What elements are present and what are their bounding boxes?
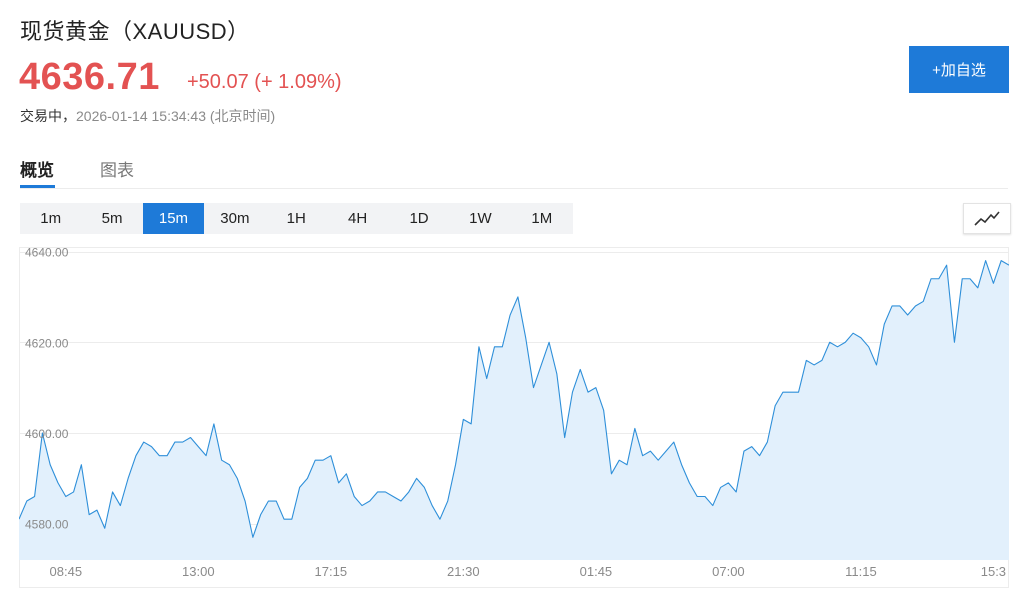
interval-1h-button[interactable]: 1H [286,210,306,227]
y-tick-label: 4620.00 [25,336,69,350]
instrument-title: 现货黄金（XAUUSD） [20,19,250,44]
tab-overview[interactable]: 概览 [20,161,54,180]
y-tick-label: 4600.00 [25,427,69,441]
x-tick-label: 07:00 [712,564,745,579]
line-chart-icon [974,210,1000,226]
price-change: +50.07 (+ 1.09%) [187,71,342,93]
x-tick-label: 13:00 [182,564,215,579]
interval-1d-button[interactable]: 1D [409,210,429,227]
interval-5m-button[interactable]: 5m [101,210,123,227]
price-line [19,260,1009,538]
x-tick-label: 01:45 [580,564,613,579]
active-tab-underline [20,185,55,188]
interval-30m-button[interactable]: 30m [220,210,250,227]
x-tick-label: 21:30 [447,564,480,579]
x-tick-label: 08:45 [50,564,83,579]
y-tick-label: 4640.00 [25,247,69,260]
price-chart[interactable]: 4640.00 4620.00 4600.00 4580.00 08:45 13:00 17… [19,247,1009,588]
interval-1m-button[interactable]: 1M [531,210,553,227]
timestamp: 2026-01-14 15:34:43 (北京时间) [76,108,276,124]
x-tick-label: 15:3 [981,564,1006,579]
interval-1m-button[interactable]: 1m [40,210,62,227]
x-tick-label: 11:15 [845,564,877,579]
current-price: 4636.71 [19,56,160,98]
interval-4h-button[interactable]: 4H [348,210,368,227]
tab-chart[interactable]: 图表 [100,161,134,180]
tab-bar: 概览 图表 [20,150,1008,189]
price-area-fill [19,260,1009,560]
trading-status: 交易中，2026-01-14 15:34:43 (北京时间) [20,106,275,126]
price-chart-svg: 4640.00 4620.00 4600.00 4580.00 08:45 13:00 17… [19,247,1009,588]
interval-1w-button[interactable]: 1W [469,210,492,227]
x-tick-label: 17:15 [315,564,348,579]
add-to-watchlist-button[interactable]: +加自选 [909,46,1009,93]
interval-selector: 1m 5m 15m 30m 1H 4H 1D 1W 1M [20,203,573,234]
chart-type-button[interactable] [963,203,1011,234]
interval-15m-button[interactable]: 15m [142,203,205,234]
status-label: 交易中， [20,108,76,124]
y-tick-label: 4580.00 [25,518,69,532]
